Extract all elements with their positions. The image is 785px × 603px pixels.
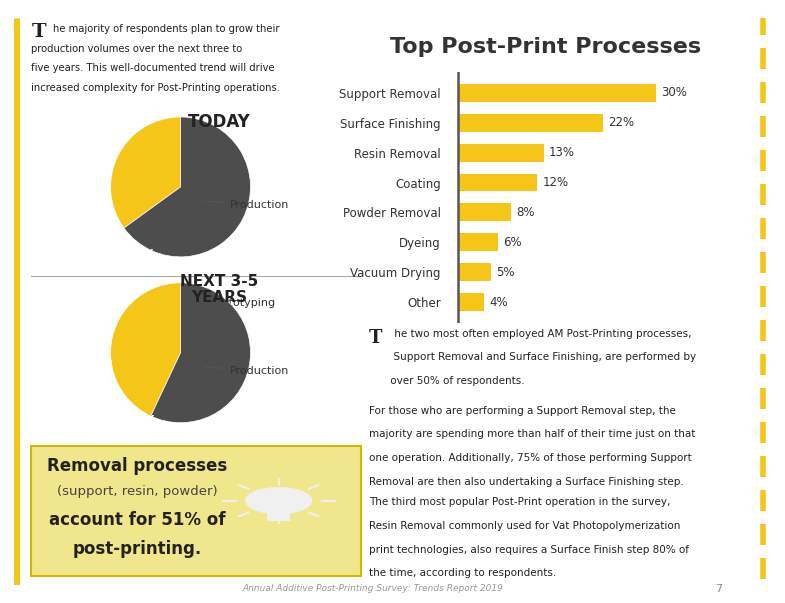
Text: 8%: 8% — [516, 206, 535, 219]
Text: 7: 7 — [714, 584, 722, 593]
Text: TODAY: TODAY — [188, 113, 250, 131]
Text: he majority of respondents plan to grow their: he majority of respondents plan to grow … — [53, 24, 279, 34]
Text: he two most often employed AM Post-Printing processes,: he two most often employed AM Post-Print… — [391, 329, 692, 339]
Bar — [458, 264, 491, 281]
Bar — [458, 174, 537, 192]
Text: 43%: 43% — [115, 414, 159, 432]
Text: print technologies, also requires a Surface Finish step 80% of: print technologies, also requires a Surf… — [369, 545, 689, 555]
Text: five years. This well-documented trend will drive: five years. This well-documented trend w… — [31, 63, 275, 74]
Text: T: T — [31, 22, 46, 40]
Text: 22%: 22% — [608, 116, 635, 129]
Text: 65%: 65% — [57, 297, 100, 315]
Text: (support, resin, powder): (support, resin, powder) — [57, 485, 217, 498]
Text: one operation. Additionally, 75% of those performing Support: one operation. Additionally, 75% of thos… — [369, 453, 692, 463]
Text: 4%: 4% — [490, 295, 509, 309]
Bar — [458, 203, 511, 221]
Wedge shape — [151, 283, 250, 423]
Bar — [458, 233, 498, 251]
Text: 6%: 6% — [503, 236, 521, 249]
Text: 30%: 30% — [662, 86, 688, 99]
Text: over 50% of respondents.: over 50% of respondents. — [387, 376, 524, 386]
Text: Support Removal and Surface Finishing, are performed by: Support Removal and Surface Finishing, a… — [387, 352, 696, 362]
Text: majority are spending more than half of their time just on that: majority are spending more than half of … — [369, 429, 696, 440]
Text: Production: Production — [204, 200, 289, 210]
Text: NEXT 3-5
YEARS: NEXT 3-5 YEARS — [180, 274, 258, 305]
Text: 12%: 12% — [542, 176, 568, 189]
Text: the time, according to respondents.: the time, according to respondents. — [369, 569, 557, 578]
Bar — [458, 144, 544, 162]
Circle shape — [246, 488, 312, 514]
Text: Removal processes: Removal processes — [47, 456, 227, 475]
Text: Annual Additive Post-Printing Survey: Trends Report 2019: Annual Additive Post-Printing Survey: Tr… — [243, 584, 503, 593]
Text: Resin Removal commonly used for Vat Photopolymerization: Resin Removal commonly used for Vat Phot… — [369, 521, 681, 531]
Text: Removal are then also undertaking a Surface Finishing step.: Removal are then also undertaking a Surf… — [369, 477, 684, 487]
Text: Top Post-Print Processes: Top Post-Print Processes — [390, 37, 701, 57]
FancyBboxPatch shape — [267, 508, 290, 522]
Text: account for 51% of: account for 51% of — [49, 511, 225, 529]
Bar — [458, 84, 656, 102]
Text: post-printing.: post-printing. — [72, 540, 202, 558]
Text: 5%: 5% — [496, 266, 515, 279]
Wedge shape — [124, 117, 250, 257]
Bar — [458, 293, 484, 311]
Text: Prototyping: Prototyping — [184, 295, 276, 308]
Text: T: T — [369, 329, 382, 347]
Text: production volumes over the next three to: production volumes over the next three t… — [31, 43, 243, 54]
FancyBboxPatch shape — [31, 446, 361, 576]
Text: increased complexity for Post-Printing operations.: increased complexity for Post-Printing o… — [31, 83, 280, 93]
Text: 13%: 13% — [550, 146, 575, 159]
Wedge shape — [111, 283, 181, 416]
Bar — [458, 114, 604, 131]
Text: For those who are performing a Support Removal step, the: For those who are performing a Support R… — [369, 406, 676, 416]
Text: Production: Production — [204, 366, 289, 376]
Text: The third most popular Post-Print operation in the survey,: The third most popular Post-Print operat… — [369, 497, 670, 508]
Text: 35%: 35% — [115, 248, 159, 266]
Wedge shape — [111, 117, 181, 228]
Text: Prototyping: Prototyping — [184, 461, 276, 474]
Text: 57%: 57% — [57, 463, 100, 481]
